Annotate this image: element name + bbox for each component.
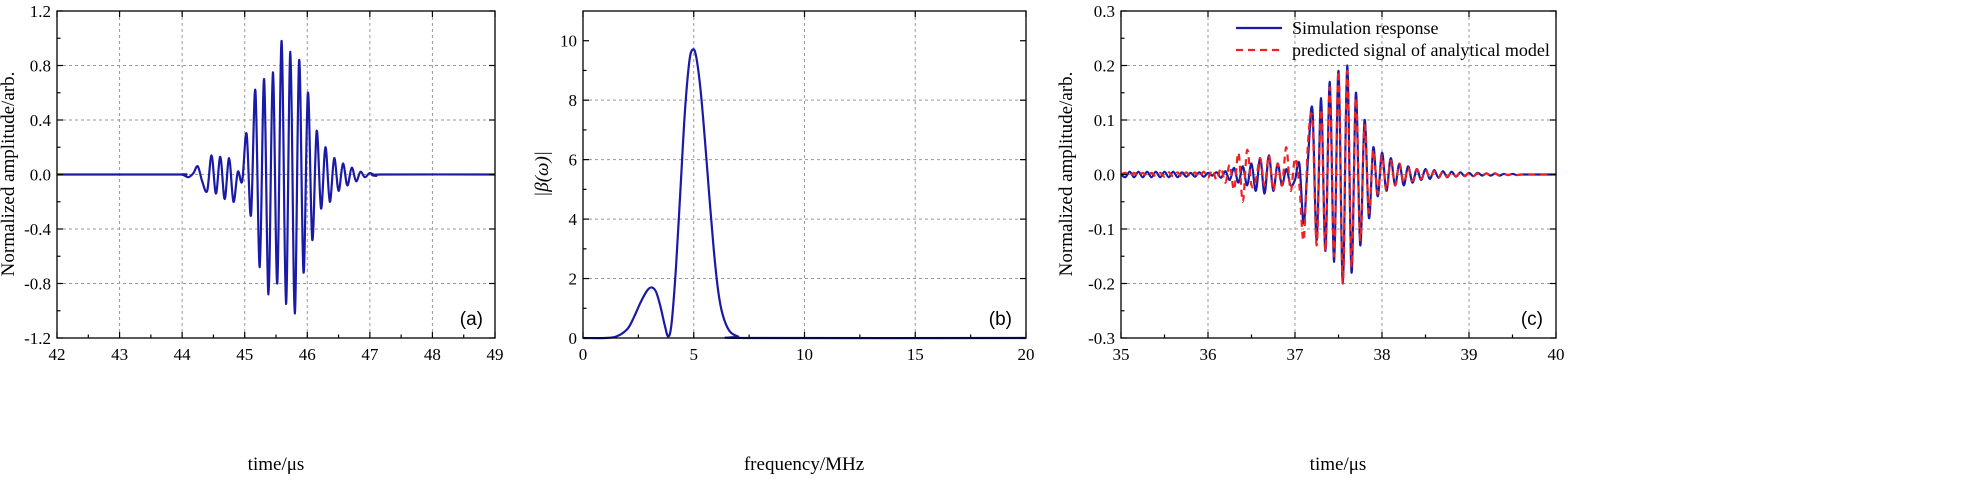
panel-b-grid (583, 11, 1026, 338)
panel-a-ytick-label-2: -0.4 (24, 220, 51, 239)
panel-c-xtick-label-5: 40 (1548, 345, 1565, 364)
panel-b-xlabel: frequency/MHz (744, 454, 864, 475)
legend: Simulation response predicted signal of … (1236, 18, 1550, 60)
panel-b-xtick-label-4: 20 (1018, 345, 1035, 364)
panel-c-ticks: 35 36 37 38 39 40 -0.3 -0.2 -0.1 0.0 0.1 0.2 0.3 (1088, 2, 1564, 364)
panel-b-ytick-label-5: 10 (560, 32, 577, 51)
panel-b-xtick-label-3: 15 (907, 345, 924, 364)
panel-c-tag: (c) (1521, 309, 1543, 330)
panel-b-ticks: 0 5 10 15 20 0 2 4 6 8 10 (560, 11, 1035, 364)
panel-b-tag: (b) (989, 309, 1012, 330)
panel-a-series (57, 39, 496, 315)
panel-b-ytick-label-3: 6 (569, 151, 578, 170)
panel-a-ytick-label-3: 0.0 (30, 166, 51, 185)
panel-a-xtick-label-5: 47 (361, 345, 379, 364)
panel-a-ytick-label-4: 0.4 (30, 111, 52, 130)
panel-a-ytick-label-0: -1.2 (24, 329, 51, 348)
panel-b-xtick-label-0: 0 (579, 345, 588, 364)
panel-b: 0 5 10 15 20 0 2 4 6 8 10 frequency/MHz |β(ω)| (b) (532, 10, 1035, 475)
panel-a-tag: (a) (460, 309, 483, 330)
panel-a-ytick-label-5: 0.8 (30, 57, 51, 76)
panel-c-ytick-label-6: 0.3 (1094, 2, 1115, 21)
panel-c-xtick-label-3: 38 (1374, 345, 1391, 364)
panel-c-ytick-label-4: 0.1 (1094, 111, 1115, 130)
panel-a-ticks: 42 43 44 45 46 47 48 49 -1.2 -0.8 -0.4 0.0 0.4 0.8 1.2 (24, 2, 503, 364)
panel-c: 35 36 37 38 39 40 -0.3 -0.2 -0.1 0.0 0.1 0.2 0.3 tim… (1056, 2, 1565, 475)
legend-label-predicted: predicted signal of analytical model (1292, 40, 1550, 60)
panel-a-ytick-label-6: 1.2 (30, 2, 51, 21)
panel-a-xtick-label-2: 44 (174, 345, 192, 364)
panel-a-xtick-label-0: 42 (49, 345, 66, 364)
panel-a-xtick-label-6: 48 (424, 345, 441, 364)
panel-c-xtick-label-4: 39 (1461, 345, 1478, 364)
panel-a-xtick-label-1: 43 (111, 345, 128, 364)
panel-c-ytick-label-5: 0.2 (1094, 57, 1115, 76)
panel-c-ytick-label-0: -0.3 (1088, 329, 1115, 348)
panel-a-ylabel: Normalized amplitude/arb. (0, 72, 19, 277)
panel-b-series-0 (582, 48, 1027, 340)
panel-c-series-1 (1120, 69, 1556, 285)
panel-c-ytick-label-2: -0.1 (1088, 220, 1115, 239)
panel-a-xtick-label-7: 49 (487, 345, 504, 364)
panel-a-series-0 (57, 39, 496, 315)
panel-b-ytick-label-1: 2 (569, 270, 578, 289)
panel-b-ytick-label-0: 0 (569, 329, 578, 348)
panel-b-xtick-label-1: 5 (690, 345, 699, 364)
panel-b-xtick-label-2: 10 (796, 345, 813, 364)
legend-label-simulation: Simulation response (1292, 18, 1439, 38)
panel-c-xlabel: time/μs (1310, 454, 1367, 475)
panel-b-ytick-label-4: 8 (569, 91, 578, 110)
panel-c-xtick-label-0: 35 (1113, 345, 1130, 364)
panel-c-series (1120, 64, 1556, 285)
panel-c-xtick-label-2: 37 (1287, 345, 1305, 364)
panel-b-ytick-label-2: 4 (569, 210, 578, 229)
panel-c-ylabel: Normalized amplitude/arb. (1056, 72, 1077, 277)
panel-c-ytick-label-1: -0.2 (1088, 275, 1115, 294)
panel-a-xtick-label-3: 45 (236, 345, 253, 364)
panel-c-ytick-label-3: 0.0 (1094, 166, 1115, 185)
panel-c-xtick-label-1: 36 (1200, 345, 1217, 364)
panel-a-xlabel: time/μs (248, 454, 305, 475)
panel-b-series (582, 48, 1027, 340)
panel-a: 42 43 44 45 46 47 48 49 -1.2 -0.8 -0.4 0.0 0.4 0.8 1.2… (0, 2, 504, 475)
panel-a-xtick-label-4: 46 (299, 345, 316, 364)
panel-b-ylabel: |β(ω)| (532, 151, 553, 197)
panel-a-ytick-label-1: -0.8 (24, 275, 51, 294)
